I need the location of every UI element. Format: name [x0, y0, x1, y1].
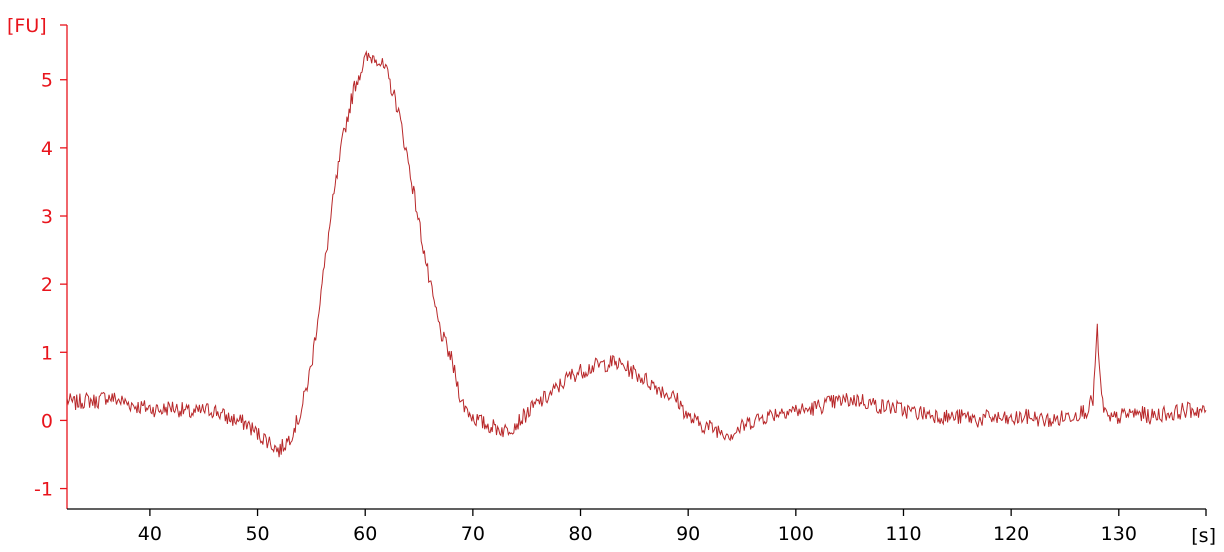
x-ticks: 40 50 60 70 80 90 100 110 120 130: [138, 509, 1207, 545]
y-tick-label: 1: [41, 342, 53, 364]
y-tick-label: 2: [41, 274, 53, 296]
x-tick-label: 40: [138, 523, 162, 545]
x-axis: 40 50 60 70 80 90 100 110 120 130 [s]: [67, 508, 1216, 547]
x-tick-label: 90: [676, 523, 700, 545]
y-ticks: -1 0 1 2 3 4 5: [34, 24, 67, 501]
x-tick-label: 100: [778, 523, 814, 545]
x-tick-label: 120: [993, 523, 1029, 545]
x-tick-label: 80: [568, 523, 592, 545]
x-tick-label: 50: [245, 523, 269, 545]
signal-trace: [66, 50, 1207, 458]
y-tick-label: 5: [41, 70, 53, 92]
y-axis: -1 0 1 2 3 4 5 [FU]: [7, 15, 68, 509]
x-tick-label: 110: [885, 523, 921, 545]
y-tick-label: 3: [41, 206, 53, 228]
y-tick-label: 4: [41, 138, 53, 160]
trace-group: [66, 50, 1207, 458]
x-tick-label: 70: [461, 523, 485, 545]
x-tick-label: 130: [1101, 523, 1137, 545]
x-axis-unit-label: [s]: [1191, 525, 1216, 547]
y-tick-label: 0: [41, 410, 53, 432]
x-tick-label: 60: [353, 523, 377, 545]
y-axis-unit-label: [FU]: [7, 15, 47, 37]
y-tick-label: -1: [34, 479, 53, 501]
